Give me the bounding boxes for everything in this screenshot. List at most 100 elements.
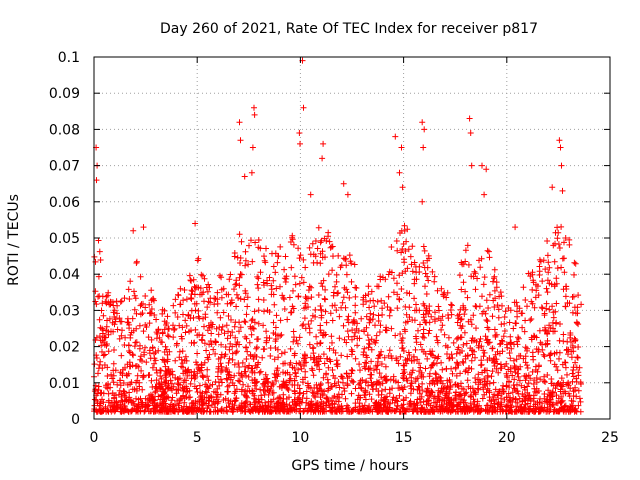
- data-point: [91, 396, 98, 403]
- data-point: [386, 347, 393, 354]
- data-point: [341, 388, 348, 394]
- data-point: [320, 140, 327, 147]
- data-point: [110, 379, 117, 386]
- data-point: [462, 247, 469, 254]
- data-point: [170, 302, 177, 309]
- data-point: [214, 400, 221, 407]
- data-point: [109, 390, 116, 397]
- data-point: [419, 380, 426, 387]
- y-axis-label: ROTI / TECUs: [6, 194, 22, 286]
- data-point: [139, 310, 146, 317]
- data-point: [566, 393, 573, 400]
- data-point: [425, 252, 432, 259]
- data-point: [477, 335, 484, 342]
- data-point: [346, 294, 353, 301]
- data-point: [108, 371, 115, 378]
- data-point: [326, 238, 333, 245]
- data-point: [296, 130, 303, 136]
- data-point: [201, 340, 208, 347]
- data-point: [545, 269, 552, 276]
- data-point: [183, 357, 190, 364]
- data-point: [539, 346, 546, 353]
- data-point: [533, 379, 540, 386]
- data-point: [247, 401, 254, 408]
- data-point: [177, 301, 184, 308]
- data-point: [365, 382, 372, 389]
- data-point: [398, 286, 405, 292]
- data-point: [140, 224, 147, 231]
- data-point: [354, 335, 361, 342]
- data-point: [96, 248, 103, 255]
- data-point: [139, 358, 145, 364]
- data-point: [509, 408, 516, 415]
- data-point: [364, 407, 370, 414]
- data-point: [319, 283, 326, 290]
- data-point: [572, 337, 579, 343]
- data-point: [429, 361, 436, 368]
- data-point: [537, 339, 544, 346]
- data-point: [228, 316, 234, 323]
- data-point: [226, 355, 233, 362]
- data-point: [342, 304, 349, 311]
- data-point: [313, 362, 320, 369]
- data-point: [107, 301, 114, 308]
- data-point: [479, 293, 485, 300]
- data-point: [577, 379, 584, 386]
- data-point: [545, 259, 552, 266]
- data-point: [223, 322, 230, 329]
- data-point: [102, 298, 109, 305]
- data-point: [413, 269, 420, 276]
- data-point: [110, 309, 117, 316]
- data-point: [376, 370, 383, 377]
- data-point: [474, 275, 481, 282]
- data-point: [554, 380, 561, 387]
- data-point: [418, 405, 425, 412]
- data-point: [168, 397, 175, 404]
- data-point: [286, 294, 293, 301]
- data-point: [441, 407, 448, 414]
- data-point: [394, 305, 401, 312]
- data-point: [293, 337, 300, 344]
- data-point: [318, 307, 325, 314]
- data-point: [460, 341, 467, 348]
- data-point: [409, 367, 416, 374]
- data-point: [535, 292, 542, 299]
- data-point: [366, 391, 373, 398]
- data-point: [157, 367, 164, 374]
- data-point: [271, 404, 278, 410]
- data-point: [318, 314, 325, 321]
- data-point: [352, 404, 359, 411]
- data-point: [560, 331, 567, 338]
- data-point: [191, 339, 198, 346]
- data-point: [257, 368, 264, 375]
- data-point: [358, 385, 365, 392]
- data-point: [97, 390, 104, 397]
- data-point: [348, 408, 355, 415]
- data-point: [309, 240, 316, 247]
- data-point: [137, 273, 144, 280]
- data-point: [345, 333, 352, 340]
- data-point: [481, 391, 488, 398]
- data-point: [508, 345, 515, 352]
- data-point: [438, 396, 445, 403]
- data-point: [324, 396, 331, 403]
- data-point: [301, 305, 308, 312]
- data-point: [400, 374, 406, 381]
- data-point: [122, 334, 129, 341]
- data-point: [368, 336, 375, 343]
- x-axis-label: GPS time / hours: [291, 458, 408, 474]
- data-point: [273, 285, 280, 292]
- data-point: [540, 351, 547, 358]
- data-point: [187, 380, 194, 387]
- data-point: [103, 323, 110, 330]
- data-point: [179, 324, 186, 331]
- data-point: [119, 327, 125, 334]
- data-point: [302, 300, 309, 307]
- data-point: [358, 315, 365, 322]
- data-point: [462, 258, 469, 265]
- data-point: [513, 403, 519, 410]
- data-point: [292, 370, 299, 377]
- data-point: [537, 408, 543, 415]
- data-point: [237, 271, 244, 278]
